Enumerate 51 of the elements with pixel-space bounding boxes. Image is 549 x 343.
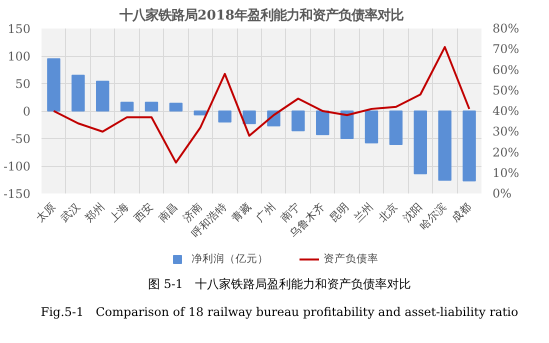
caption: Fig.5-1 Comparison of 18 railway bureau profitability and asset-liability ratio: [40, 304, 518, 321]
y2-tick-label: 70%: [492, 42, 520, 56]
y2-tick-label: 50%: [492, 83, 520, 98]
legend-label: 净利润（亿元）: [192, 252, 268, 266]
y2-tick-label: 80%: [492, 22, 520, 36]
x-tick-label: 南昌: [156, 200, 181, 225]
y2-tick-label: 0%: [492, 186, 512, 200]
bar: [389, 110, 403, 146]
y2-tick-label: 60%: [492, 62, 520, 77]
bar: [120, 102, 134, 112]
x-tick-label: 上海: [106, 200, 132, 225]
caption: 图 5-1 十八家铁路局盈利能力和资产负债率对比: [148, 276, 412, 293]
legend-label: 资产负债率: [324, 252, 378, 266]
bar: [72, 74, 85, 112]
bar: [414, 110, 427, 174]
bar: [194, 110, 207, 116]
bar: [462, 110, 476, 182]
line-series: [52, 46, 470, 164]
bar: [96, 80, 110, 112]
y-tick-label: -50: [11, 132, 31, 146]
bar: [316, 110, 330, 136]
x-tick-label: 太原: [34, 200, 58, 225]
x-tick-label: 兰州: [351, 200, 376, 225]
y-tick-label: 0: [22, 104, 31, 118]
y2-tick-label: 40%: [492, 104, 520, 118]
bar: [144, 102, 158, 112]
y2-tick-label: 30%: [492, 124, 520, 139]
y-tick-label: -150: [4, 187, 31, 201]
bar: [340, 110, 354, 139]
chart-title: 十八家铁路局2018年盈利能力和资产负债率对比: [118, 8, 404, 24]
y2-tick-label: 20%: [492, 145, 520, 160]
x-tick-label: 北京: [376, 200, 401, 225]
bar: [292, 110, 305, 132]
x-tick-label: 青藏: [229, 200, 254, 225]
x-tick-label: 成都: [449, 200, 474, 225]
x-tick-label: 武汉: [58, 200, 83, 225]
y-tick-label: 150: [8, 22, 30, 36]
bar: [218, 110, 232, 122]
bar: [169, 102, 183, 112]
y-tick-label: 100: [8, 50, 30, 64]
x-tick-label: 广州: [254, 200, 278, 225]
y-tick-label: -100: [4, 160, 31, 174]
bar: [242, 110, 256, 124]
bar: [364, 110, 378, 144]
bar: [47, 58, 60, 112]
x-tick-label: 郑州: [82, 200, 108, 225]
x-tick-label: 昆明: [326, 200, 352, 225]
bar: [438, 110, 452, 181]
y-tick-label: 50: [15, 77, 31, 91]
y2-tick-label: 10%: [492, 166, 520, 180]
x-tick-label: 西安: [131, 200, 156, 225]
